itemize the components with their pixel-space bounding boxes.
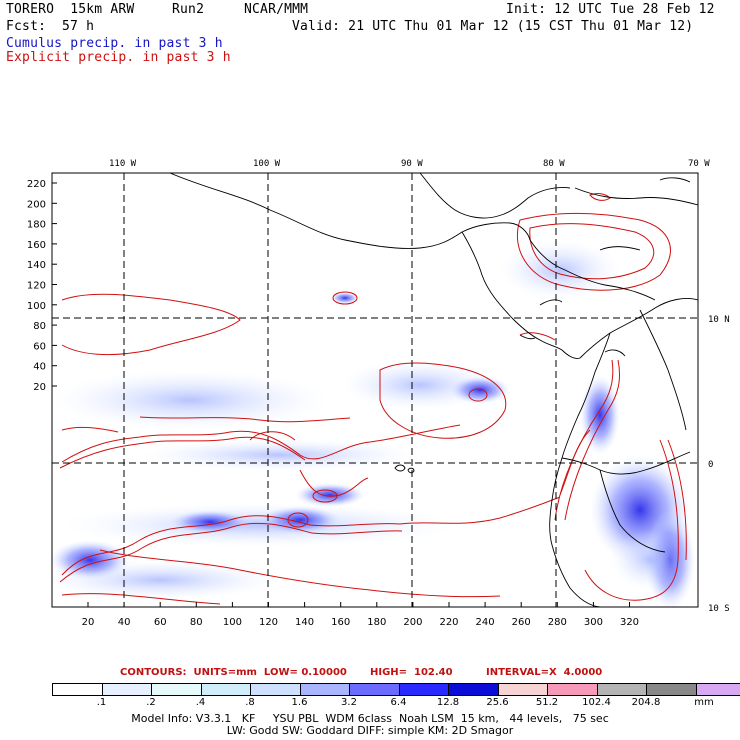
x-tick-label: 300 (584, 617, 603, 628)
y-tick-label: 160 (27, 240, 46, 251)
x-tick-label: 80 (190, 617, 203, 628)
color-scale-tick-label: 102.4 (582, 697, 611, 708)
color-bin (102, 684, 152, 695)
x-tick-label: 120 (259, 617, 278, 628)
color-scale-bar (52, 683, 740, 696)
y-tick-label: 60 (33, 341, 46, 352)
color-scale-tick-label: .8 (245, 697, 255, 708)
color-scale-tick-label: 51.2 (535, 697, 559, 708)
y-tick-label: 100 (27, 301, 46, 312)
lon-label: 90 W (401, 159, 423, 169)
x-tick-label: 220 (439, 617, 458, 628)
color-bin (696, 684, 740, 695)
color-bin (251, 684, 301, 695)
model-info-line2: LW: Godd SW: Goddard DIFF: simple KM: 2D… (226, 724, 514, 737)
x-tick-label: 260 (512, 617, 531, 628)
color-scale-tick-label: .2 (146, 697, 156, 708)
legend-high-label: HIGH= 102.40 (370, 667, 453, 678)
cumulus-precip-shading (52, 240, 695, 607)
color-bin (300, 684, 350, 695)
valid-time: Valid: 21 UTC Thu 01 Mar 12 (15 CST Thu … (292, 19, 694, 34)
explicit-precip-contours (59, 193, 687, 605)
x-tick-label: 40 (118, 617, 131, 628)
y-tick-label: 180 (27, 220, 46, 231)
lon-label: 70 W (688, 159, 710, 169)
org-label: NCAR/MMM (244, 2, 309, 17)
x-axis-ticks: 20 40 60 80 100 120 140 160 180 200 220 240 260 280 30… (82, 602, 639, 628)
y-tick-label: 120 (27, 281, 46, 292)
fcst-label: Fcst: (6, 19, 47, 34)
color-bin (647, 684, 697, 695)
x-tick-label: 20 (82, 617, 95, 628)
color-scale-tick-label: 204.8 (631, 697, 661, 708)
color-bin (498, 684, 548, 695)
y-axis-ticks: 220 200 180 160 140 120 100 80 60 40 20 (27, 179, 57, 393)
model-title: TORERO 15km ARW (6, 2, 135, 17)
init-time: Init: 12 UTC Tue 28 Feb 12 (506, 2, 715, 17)
y-tick-label: 220 (27, 179, 46, 190)
color-scale-tick-label: .4 (195, 697, 206, 708)
legend-interval-label: INTERVAL=X 4.0000 (486, 667, 603, 678)
lat-label: 0 (708, 460, 713, 470)
y-tick-label: 80 (33, 321, 46, 332)
color-bin (152, 684, 202, 695)
color-scale-tick-label: 25.6 (486, 697, 509, 708)
x-tick-label: 320 (620, 617, 639, 628)
x-tick-label: 160 (331, 617, 350, 628)
x-tick-label: 140 (295, 617, 314, 628)
color-scale-tick-label: 12.8 (436, 697, 460, 708)
units-label: mm (694, 697, 714, 708)
fcst-value: 57 h (62, 19, 95, 34)
y-tick-label: 40 (33, 362, 46, 373)
color-scale-tick-label: 1.6 (291, 697, 308, 708)
run-label: Run2 (172, 2, 205, 17)
color-bin (548, 684, 598, 695)
x-tick-label: 240 (476, 617, 495, 628)
x-tick-label: 60 (154, 617, 167, 628)
lon-label: 100 W (253, 159, 281, 169)
lon-label: 110 W (109, 159, 137, 169)
map-content (52, 173, 698, 607)
lat-lon-grid (52, 173, 698, 607)
model-info-line1: Model Info: V3.3.1 KF YSU PBL WDM 6class… (131, 712, 609, 725)
field-explicit-label: Explicit precip. in past 3 h (6, 50, 231, 65)
lat-label: 10 S (708, 604, 730, 614)
y-tick-label: 140 (27, 260, 46, 271)
x-tick-label: 280 (548, 617, 567, 628)
lon-label: 80 W (543, 159, 565, 169)
legend-contours-label: CONTOURS: UNITS=mm LOW= 0.10000 (120, 667, 347, 678)
x-tick-label: 180 (367, 617, 386, 628)
color-bin (53, 684, 103, 695)
x-tick-label: 100 (223, 617, 242, 628)
precip-map: 220 200 180 160 140 120 100 80 60 40 20 20 40 60 80 10… (27, 159, 730, 628)
field-cumulus-label: Cumulus precip. in past 3 h (6, 36, 223, 51)
color-scale-tick-label: 6.4 (390, 697, 407, 708)
map-frame (51, 172, 699, 608)
color-bin (350, 684, 400, 695)
lat-label: 10 N (708, 315, 730, 325)
color-scale-tick-label: 3.2 (341, 697, 357, 708)
color-bin (597, 684, 647, 695)
color-bin (399, 684, 449, 695)
y-tick-label: 200 (27, 199, 46, 210)
color-bin (449, 684, 499, 695)
color-scale-tick-label: .1 (96, 697, 107, 708)
x-tick-label: 200 (403, 617, 422, 628)
y-tick-label: 20 (33, 382, 46, 393)
color-bin (201, 684, 251, 695)
